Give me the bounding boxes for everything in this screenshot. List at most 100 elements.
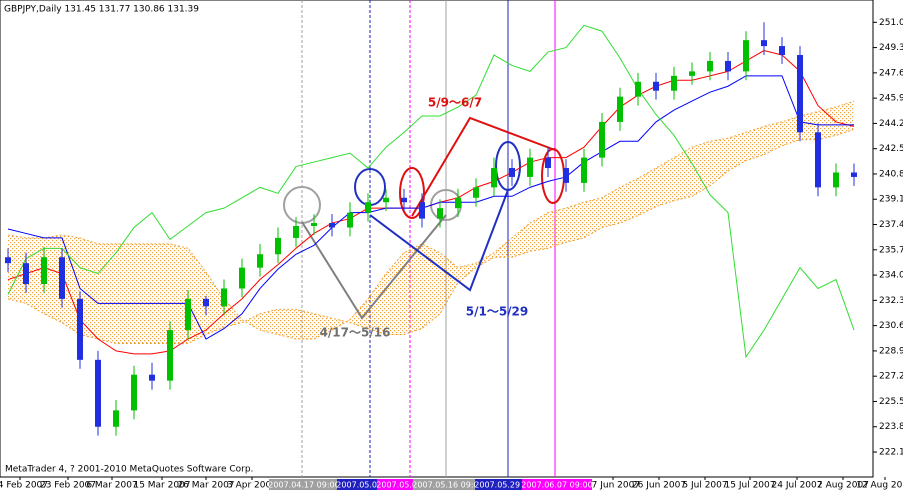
- x-tick-label: 15 Mar 2007: [133, 481, 190, 491]
- layers: [7, 0, 855, 477]
- y-tick-label: 244.20: [879, 119, 903, 129]
- candle-body: [239, 267, 245, 289]
- y-tick-label: 225.50: [879, 397, 903, 407]
- marker-label: 2007.04.17 09:00: [268, 481, 339, 490]
- candle-body: [635, 81, 641, 97]
- y-tick-label: 245.90: [879, 94, 903, 104]
- y-tick-label: 237.40: [879, 220, 903, 230]
- candle-body: [419, 202, 425, 219]
- y-tick-label: 239.10: [879, 195, 903, 205]
- header: GBPJPY,Daily 131.45 131.77 130.86 131.39: [4, 5, 199, 15]
- marker-label: 2007.05.09 09:00: [376, 481, 447, 490]
- indicator-line: [7, 75, 854, 340]
- candle-body: [113, 410, 119, 427]
- candle-body: [797, 55, 803, 133]
- candle-body: [581, 157, 587, 183]
- marker-label-box: [413, 479, 483, 490]
- candle-body: [401, 197, 407, 203]
- y-tick-label: 240.80: [879, 169, 903, 179]
- x-tick-label: 12 Aug 2007: [856, 481, 903, 491]
- x-tick-label: 5 Jul 2007: [682, 481, 727, 491]
- candle-body: [815, 132, 821, 188]
- candle-body: [617, 96, 623, 122]
- footer: MetaTrader 4, ? 2001-2010 MetaQuotes Sof…: [5, 465, 253, 475]
- y-tick-label: 227.20: [879, 372, 903, 382]
- marker-label-box: [522, 479, 592, 490]
- candle-body: [689, 71, 695, 76]
- cloud-span-b: [7, 128, 855, 344]
- candle-body: [851, 172, 857, 177]
- x-tick-label: 23 Feb 2007: [40, 481, 96, 491]
- plot-frame: [0, 0, 874, 478]
- candle-body: [311, 223, 317, 227]
- candle-body: [95, 359, 101, 427]
- x-tick-label: 24 Jul 2007: [772, 481, 823, 491]
- y-tick-label: 251.00: [879, 18, 903, 28]
- marker-label-box: [475, 479, 545, 490]
- candle-body: [779, 46, 785, 56]
- candle-body: [473, 187, 479, 198]
- marker-label: 2007.06.07 09:00: [521, 481, 592, 490]
- candle-body: [257, 254, 263, 268]
- candle-body: [833, 172, 839, 188]
- marker-label-box: [377, 479, 447, 490]
- y-tick-label: 223.80: [879, 422, 903, 432]
- annotation: 5/9～6/7: [428, 96, 482, 110]
- cloud-span-a: [7, 100, 855, 340]
- candle-body: [167, 330, 173, 381]
- candle-body: [527, 157, 533, 177]
- x-tick-label: 6 Mar 2007: [86, 481, 137, 491]
- x-tick-label: 2 Aug 2007: [817, 481, 869, 491]
- candle-body: [347, 212, 353, 228]
- candle-body: [329, 223, 335, 228]
- indicator-line: [7, 24, 855, 359]
- candle-body: [77, 298, 83, 360]
- x-tick-label: 3 Apr 2007: [227, 481, 277, 491]
- candle-body: [365, 202, 371, 213]
- candle-body: [221, 288, 227, 307]
- candle-body: [707, 60, 713, 72]
- candle-body: [41, 257, 47, 284]
- candle-body: [5, 257, 11, 264]
- candle-body: [563, 168, 569, 183]
- candle-body: [491, 168, 497, 188]
- y-tick-label: 235.70: [879, 245, 903, 255]
- y-tick-label: 242.50: [879, 144, 903, 154]
- candle-body: [653, 81, 659, 91]
- candle-body: [149, 374, 155, 381]
- marker-label: 2007.05.01 09:00: [336, 481, 407, 490]
- marker-label: 2007.05.16 09:00: [412, 481, 483, 490]
- y-tick-label: 249.30: [879, 43, 903, 53]
- candle-body: [23, 263, 29, 284]
- candle-body: [203, 298, 209, 307]
- y-tick-label: 234.00: [879, 271, 903, 281]
- y-tick-label: 247.60: [879, 68, 903, 78]
- y-tick-label: 230.60: [879, 321, 903, 331]
- x-tick-label: 15 Jul 2007: [725, 481, 776, 491]
- candle-body: [275, 237, 281, 255]
- marker-label-box: [269, 479, 339, 490]
- y-tick-label: 232.30: [879, 296, 903, 306]
- candle-body: [185, 298, 191, 331]
- x-tick-label: 26 Jun 2007: [632, 481, 686, 491]
- y-tick-label: 228.90: [879, 346, 903, 356]
- candle-body: [509, 168, 515, 177]
- candle-body: [599, 121, 605, 158]
- marker-label: 2007.05.29 09:00: [474, 481, 545, 490]
- marker-label-box: [337, 479, 407, 490]
- x-tick-label: 14 Feb 2007: [0, 481, 48, 491]
- candle-body: [293, 226, 299, 238]
- candle-body: [131, 374, 137, 411]
- x-tick-label: 26 Mar 2007: [177, 481, 234, 491]
- candle-body: [725, 60, 731, 72]
- candle-body: [455, 197, 461, 209]
- annotation: 5/1～5/29: [466, 305, 529, 319]
- y-tick-label: 222.10: [879, 448, 903, 458]
- candle-body: [383, 197, 389, 203]
- candle-body: [671, 75, 677, 91]
- candle-body: [437, 208, 443, 219]
- candle-body: [545, 157, 551, 169]
- candle-body: [743, 40, 749, 72]
